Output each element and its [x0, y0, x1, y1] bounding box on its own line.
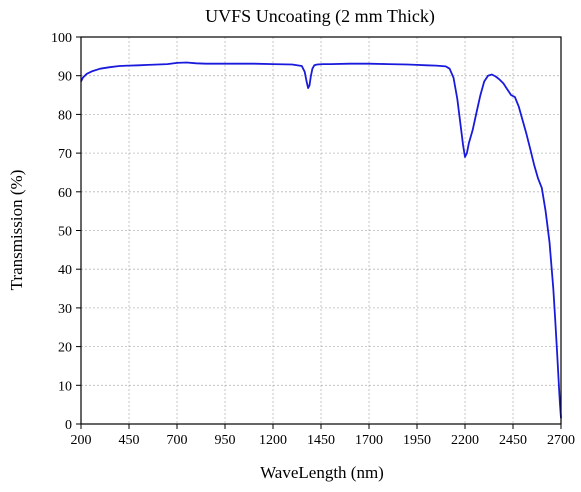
x-tick-label: 1200 — [259, 433, 287, 448]
grid — [81, 37, 561, 424]
x-tick-label: 700 — [167, 433, 188, 448]
y-tick-label: 50 — [58, 225, 72, 240]
x-tick-label: 2450 — [499, 433, 527, 448]
x-tick-label: 1450 — [307, 433, 335, 448]
y-tick-label: 80 — [58, 108, 72, 123]
y-tick-label: 30 — [58, 302, 72, 317]
x-tick-label: 200 — [71, 433, 92, 448]
y-tick-label: 20 — [58, 341, 72, 356]
chart-title: UVFS Uncoating (2 mm Thick) — [205, 6, 435, 27]
y-tick-label: 40 — [58, 263, 72, 278]
x-tick-label: 1950 — [403, 433, 431, 448]
y-tick-label: 100 — [51, 31, 72, 46]
y-tick-label: 90 — [58, 70, 72, 85]
x-axis-label: WaveLength (nm) — [260, 463, 384, 482]
y-axis-label: Transmission (%) — [7, 170, 26, 291]
x-tick-label: 950 — [215, 433, 236, 448]
y-tick-label: 60 — [58, 186, 72, 201]
y-tick-label: 70 — [58, 147, 72, 162]
series-line-transmission — [80, 61, 562, 419]
y-tick-label: 0 — [65, 418, 72, 433]
x-tick-label: 450 — [119, 433, 140, 448]
x-tick-label: 1700 — [355, 433, 383, 448]
y-tick-label: 10 — [58, 379, 72, 394]
x-axis-ticks: 200 450 700 950 1200 1450 1700 1950 2200 2450 2700 — [71, 424, 575, 448]
x-tick-label: 2200 — [451, 433, 479, 448]
y-axis-ticks: 0 10 20 30 40 50 60 70 80 90 100 — [51, 31, 81, 433]
x-tick-label: 2700 — [547, 433, 575, 448]
plot-frame — [80, 36, 562, 425]
